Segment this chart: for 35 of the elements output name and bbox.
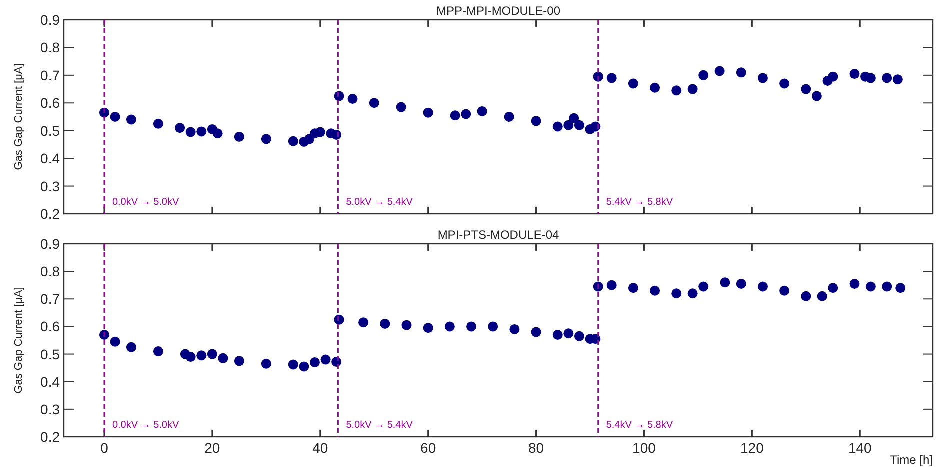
x-tick-label: 60 [420,440,436,456]
x-tick-label: 140 [848,440,872,456]
chart-title: MPP-MPI-MODULE-00 [436,4,561,18]
ref-line-label: 0.0kV → 5.0kV [112,197,180,208]
y-tick-label: 0.2 [40,206,60,222]
y-tick-label: 0.5 [40,346,60,362]
x-tick-label: 20 [204,440,220,456]
y-tick-label: 0.3 [40,401,60,418]
y-tick-label: 0.2 [40,429,60,445]
x-tick-label: 0 [100,440,109,456]
ref-line-label: 5.0kV → 5.4kV [346,197,414,208]
y-tick-label: 0.7 [40,291,60,308]
ref-line-label: 5.0kV → 5.4kV [346,420,414,431]
y-tick-label: 0.3 [40,178,60,194]
ref-line-label: 5.4kV → 5.8kV [606,420,674,431]
x-tick-label: 100 [632,440,656,456]
y-tick-label: 0.5 [40,122,60,139]
chart-title: MPI-PTS-MODULE-04 [438,228,560,242]
ref-line-label: 0.0kV → 5.0kV [112,420,180,431]
x-axis-title: Time [h] [890,453,933,467]
y-tick-label: 0.6 [40,95,60,112]
y-tick-label: 0.6 [40,318,60,335]
y-tick-label: 0.9 [40,12,60,28]
y-tick-label: 0.7 [40,67,60,84]
y-tick-label: 0.8 [40,264,60,280]
x-tick-label: 120 [740,440,764,456]
y-axis-title: Gas Gap Current [μA] [13,64,25,170]
x-tick-label: 40 [312,440,328,456]
ref-line-label: 5.4kV → 5.8kV [606,197,674,208]
y-tick-label: 0.4 [40,374,60,390]
x-tick-label: 80 [528,440,544,456]
y-axis-title: Gas Gap Current [μA] [13,287,25,394]
y-tick-label: 0.8 [40,40,60,56]
y-tick-label: 0.4 [40,150,60,167]
y-tick-label: 0.9 [40,236,60,252]
